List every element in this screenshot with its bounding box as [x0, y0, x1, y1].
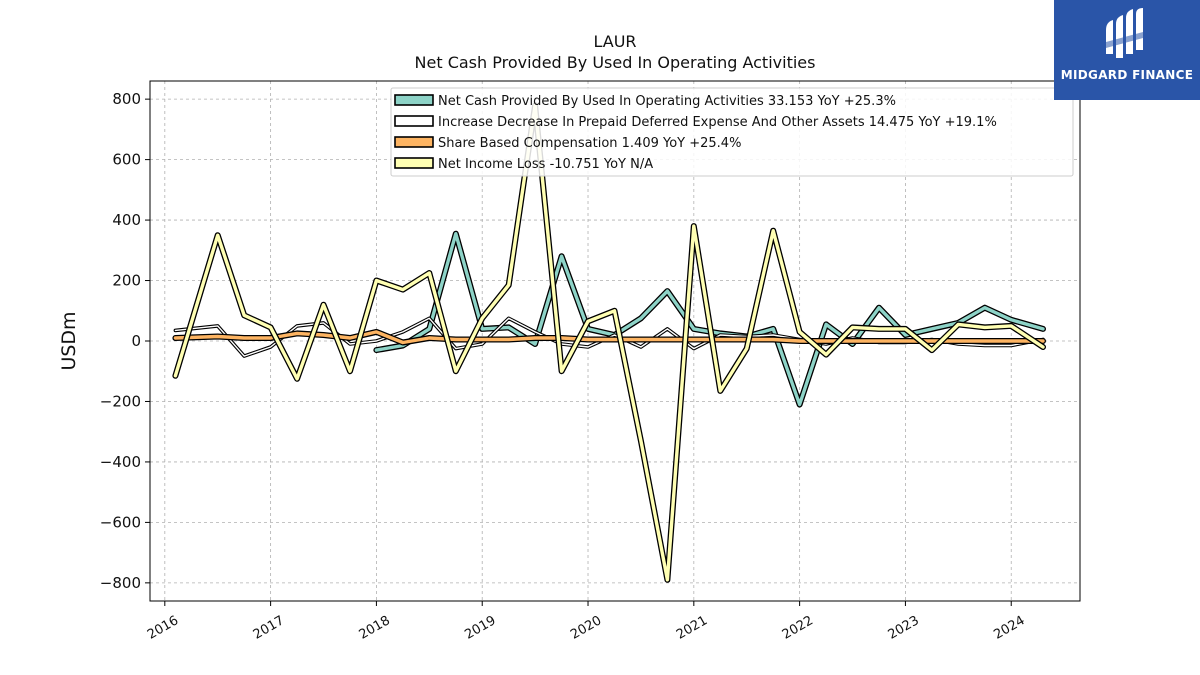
midgard-logo-icon [1106, 8, 1143, 58]
chart-subtitle: Net Cash Provided By Used In Operating A… [415, 53, 816, 72]
y-tick-label: −200 [100, 392, 141, 410]
y-tick-label: 800 [112, 90, 141, 108]
series-line [374, 231, 1045, 407]
legend-swatch [394, 157, 434, 169]
series-2 [172, 328, 1046, 346]
series-3 [172, 102, 1046, 583]
legend-swatch [394, 115, 434, 127]
x-tick-label: 2021 [674, 613, 710, 643]
legend-label: Increase Decrease In Prepaid Deferred Ex… [438, 115, 997, 130]
series-line [173, 330, 1045, 345]
y-tick-label: 600 [112, 151, 141, 169]
series-line [173, 103, 1045, 582]
legend-swatch [394, 94, 434, 106]
x-tick-label: 2022 [780, 613, 816, 643]
y-axis-label: USDm [58, 311, 80, 370]
x-tick-label: 2024 [991, 613, 1027, 643]
y-tick-label: −600 [100, 513, 141, 531]
legend-swatch [394, 136, 434, 148]
x-tick-label: 2019 [462, 613, 498, 643]
x-tick-label: 2020 [568, 613, 604, 643]
logo-text: MIDGARD FINANCE [1060, 68, 1194, 82]
legend-label: Share Based Compensation 1.409 YoY +25.4… [438, 136, 741, 151]
x-tick-label: 2018 [357, 613, 393, 643]
x-tick-label: 2017 [251, 613, 287, 643]
y-tick-label: −400 [100, 453, 141, 471]
legend-label: Net Cash Provided By Used In Operating A… [438, 94, 896, 109]
series-0 [373, 230, 1046, 408]
x-tick-label: 2023 [886, 613, 922, 643]
legend-label: Net Income Loss -10.751 YoY N/A [438, 157, 653, 172]
x-tick-label: 2016 [145, 613, 181, 643]
brand-logo: MIDGARD FINANCE [1054, 0, 1200, 100]
y-tick-label: −800 [100, 574, 141, 592]
y-tick-label: 0 [131, 332, 141, 350]
y-tick-label: 200 [112, 272, 141, 290]
series-layer [172, 102, 1046, 583]
legend: Net Cash Provided By Used In Operating A… [390, 87, 1074, 177]
y-tick-label: 400 [112, 211, 141, 229]
chart-title: LAUR [593, 32, 636, 51]
legend-box [390, 87, 1074, 177]
